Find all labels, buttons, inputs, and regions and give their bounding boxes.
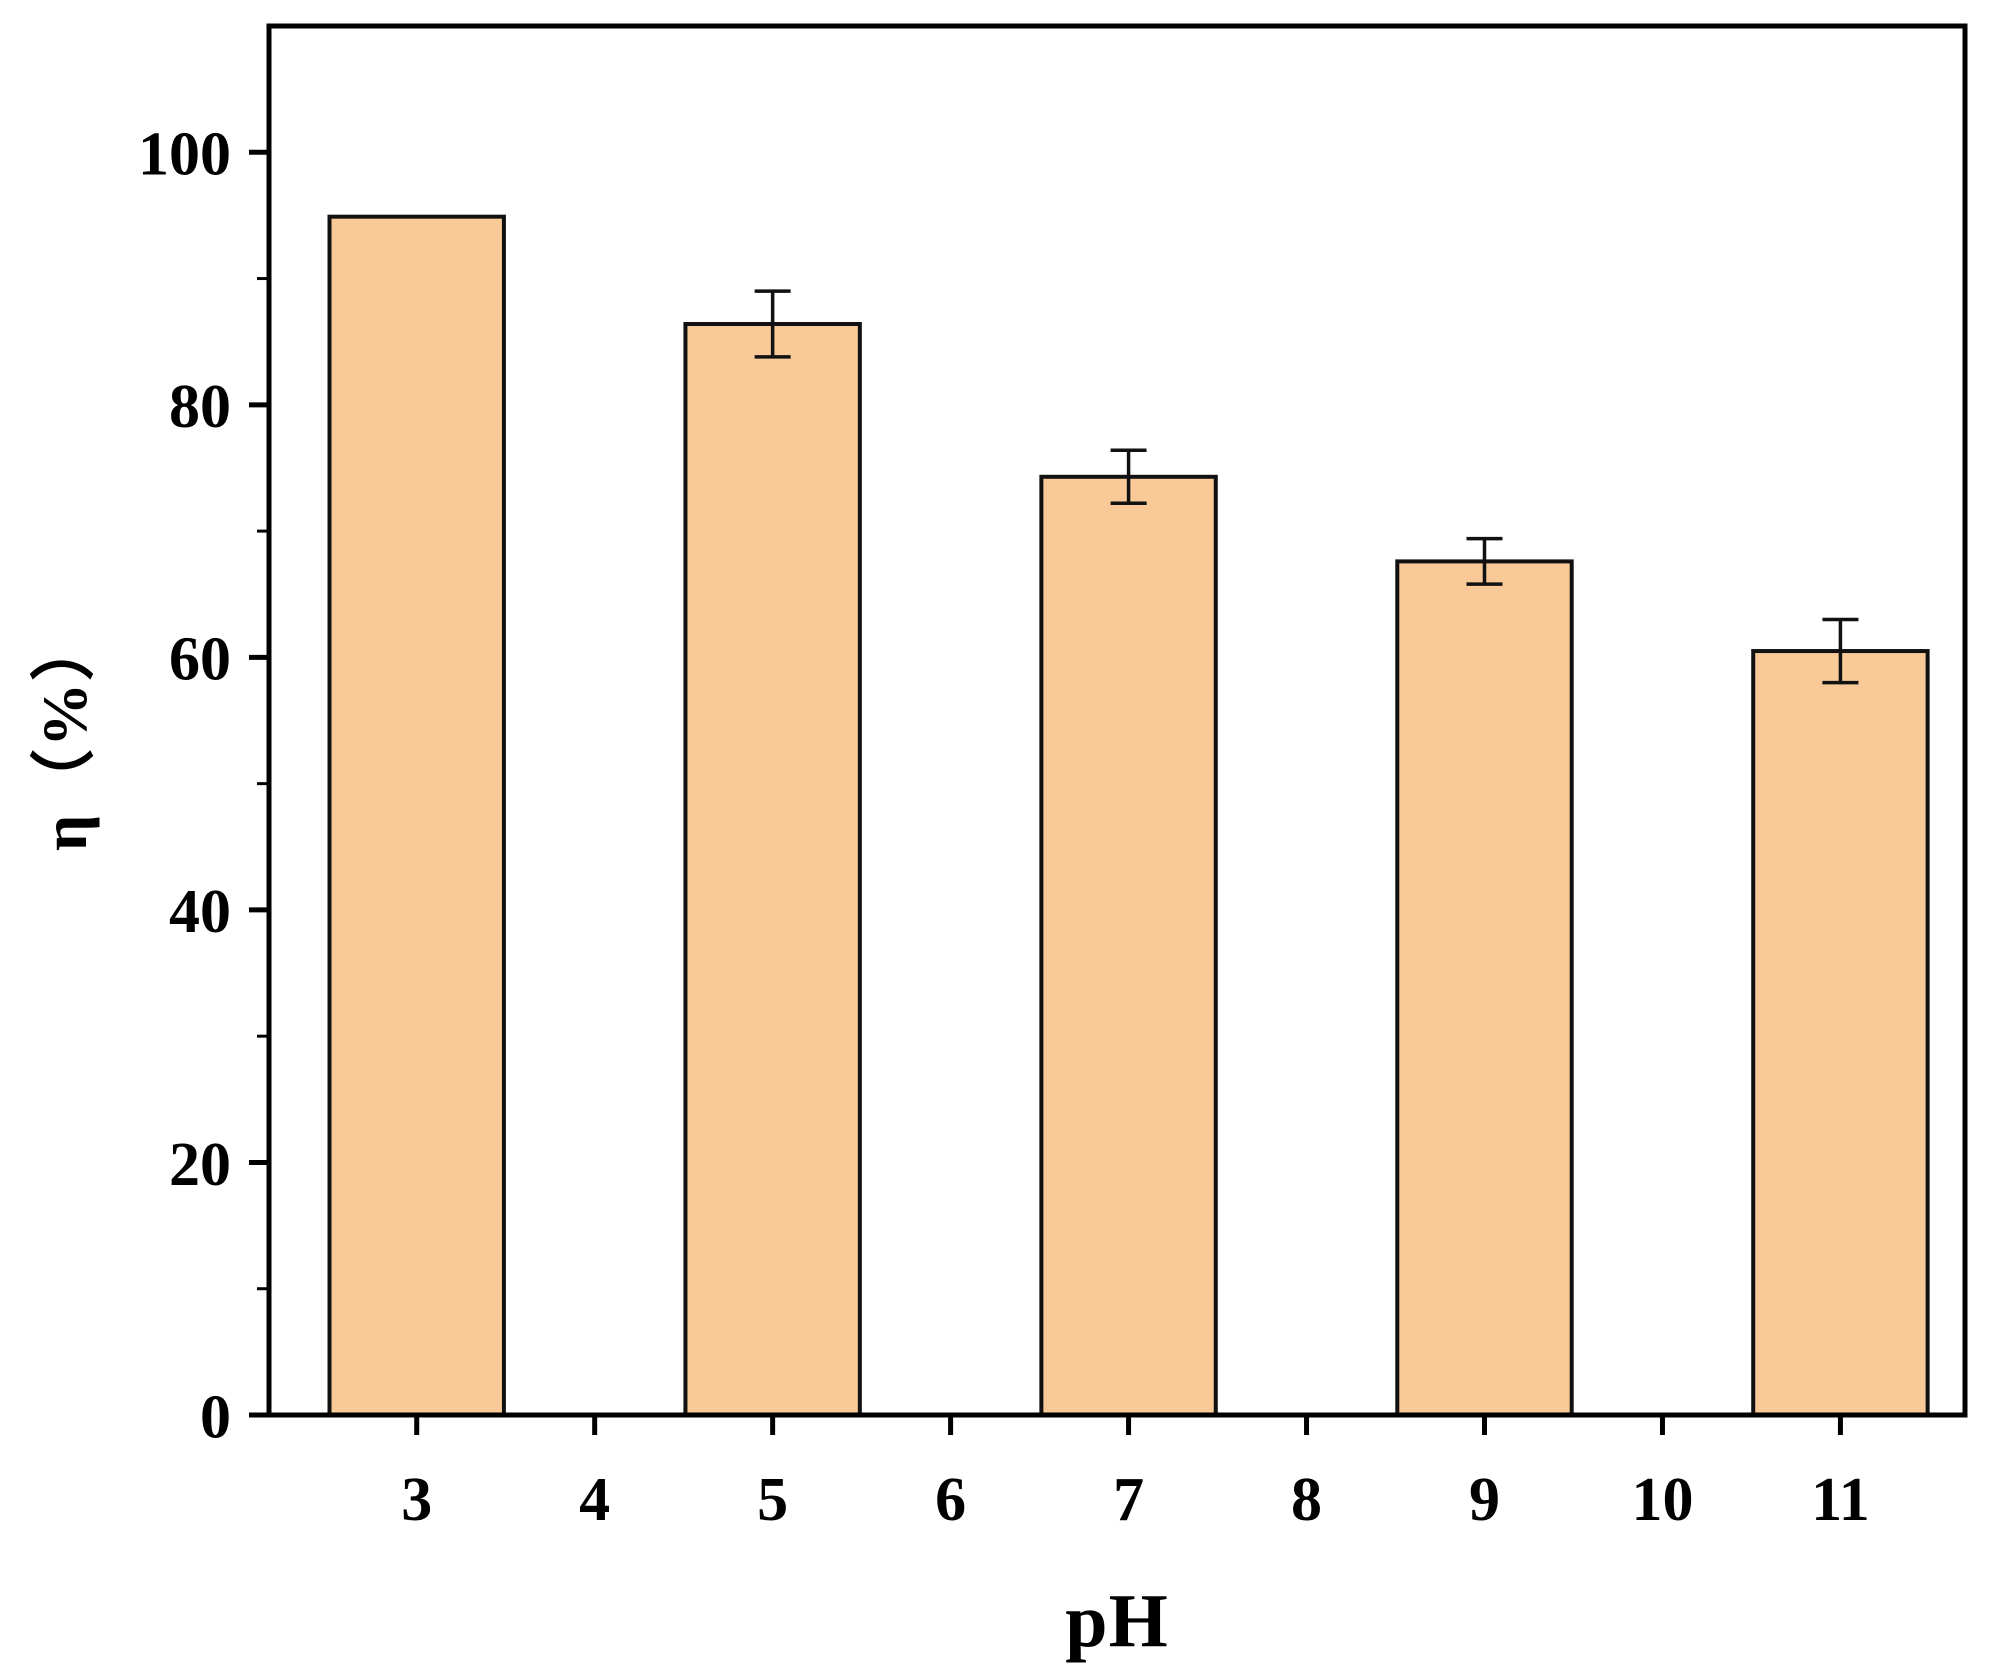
bar-ph-3 (327, 214, 506, 1417)
plot-frame (266, 23, 1968, 1418)
x-tick-label: 7 (1113, 1466, 1144, 1534)
x-tick-label: 5 (757, 1466, 788, 1534)
bar-ph-7 (1039, 474, 1218, 1417)
bar-ph-5 (683, 322, 862, 1417)
bar-ph-11 (1751, 649, 1930, 1417)
x-tick-label: 9 (1469, 1466, 1500, 1534)
y-tick-label: 20 (169, 1131, 231, 1199)
bar-ph-9 (1395, 559, 1574, 1417)
x-tick-label: 3 (401, 1466, 432, 1534)
y-tick-label: 100 (138, 121, 231, 189)
x-axis-label: pH (1065, 1579, 1169, 1663)
y-tick-label: 0 (200, 1383, 231, 1451)
y-tick-label: 40 (169, 878, 231, 946)
x-tick-label: 8 (1291, 1466, 1322, 1534)
x-tick-label: 11 (1811, 1466, 1870, 1534)
y-tick-label: 80 (169, 373, 231, 441)
x-tick-label: 4 (579, 1466, 610, 1534)
x-tick-label: 10 (1631, 1466, 1693, 1534)
y-axis-label: η（%） (29, 614, 100, 852)
y-tick-label: 60 (169, 626, 231, 694)
x-tick-label: 6 (935, 1466, 966, 1534)
